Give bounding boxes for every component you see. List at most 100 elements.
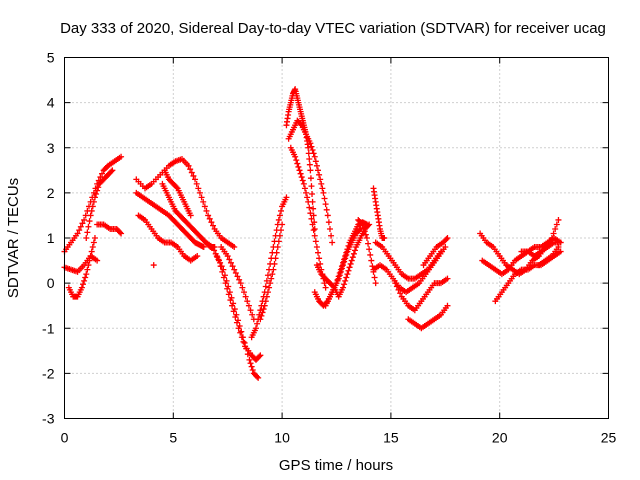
data-point-track-3 [90,239,97,246]
data-point-track-22 [357,225,364,232]
data-point-track-1 [76,227,83,234]
data-point-track-15 [276,212,283,219]
data-point-track-19 [303,189,310,196]
data-point-track-15 [252,325,259,332]
x-tick-label: 5 [169,430,177,446]
data-point-track-30 [552,225,559,232]
data-point-track-5 [91,194,98,201]
data-point-track-18 [317,176,324,183]
data-point-track-8 [194,253,201,260]
data-point-track-5 [84,229,91,236]
data-point-track-14 [229,263,236,270]
data-point-track-3 [82,274,89,281]
data-point-track-16 [268,275,275,282]
data-point-track-7 [208,219,215,226]
y-tick-label: 1 [47,230,55,246]
data-point-track-19 [313,244,320,251]
data-point-track-27 [397,290,404,297]
data-point-track-15 [275,216,282,223]
data-point-track-27 [395,286,402,293]
data-point-track-21 [365,222,372,229]
data-point-track-19 [317,260,324,267]
data-point-track-17 [311,225,318,232]
data-point-track-14 [236,276,243,283]
data-point-track-14 [241,289,248,296]
plot-frame [64,57,609,419]
data-point-track-16 [274,244,281,251]
data-point-track-19 [299,177,306,184]
data-point-track-13 [221,272,228,279]
data-point-track-18 [307,140,314,147]
data-point-track-33 [557,239,564,246]
data-point-track-12 [257,352,264,359]
data-point-track-15 [254,320,261,327]
y-tick-label: 5 [47,50,55,66]
data-point-track-14 [224,253,231,260]
data-point-track-21 [351,247,358,254]
data-point-track-27 [393,283,400,290]
data-point-track-22 [338,265,345,272]
data-point-track-19 [321,280,328,287]
x-axis-label: GPS time / hours [279,457,393,474]
data-point-track-13 [225,283,232,290]
data-point-track-13 [236,322,243,329]
data-point-track-7 [206,215,213,222]
data-point-track-19 [293,157,300,164]
data-point-track-3 [83,271,90,278]
data-points [61,86,564,381]
data-point-track-14 [237,280,244,287]
data-point-track-13 [248,363,255,370]
data-point-track-3 [79,281,86,288]
data-point-track-5 [93,191,100,198]
data-point-track-13 [241,339,248,346]
data-point-track-23 [366,246,373,253]
data-point-track-3 [87,253,94,260]
data-point-track-14 [249,311,256,318]
data-point-track-5 [94,187,101,194]
data-point-track-23 [359,221,366,228]
data-point-track-7 [200,198,207,205]
data-point-track-5 [109,167,116,174]
data-point-track-21 [343,274,350,281]
data-point-track-13 [230,300,237,307]
data-point-track-14 [232,269,239,276]
data-point-track-18 [312,158,319,165]
data-point-track-19 [300,180,307,187]
data-point-track-7 [188,169,195,176]
data-point-track-5 [108,168,115,175]
data-point-track-3 [89,244,96,251]
data-point-track-21 [345,267,352,274]
data-point-track-13 [228,294,235,301]
data-point-track-10 [173,184,180,191]
data-point-track-25 [442,244,449,251]
data-point-track-19 [297,170,304,177]
data-point-track-18 [323,206,330,213]
data-point-track-18 [313,162,320,169]
data-point-track-7 [193,180,200,187]
data-point-track-21 [347,260,354,267]
data-point-track-21 [341,281,348,288]
data-point-track-17 [305,144,312,151]
data-point-track-7 [195,185,202,192]
data-point-track-21 [350,250,357,257]
data-point-track-14 [239,284,246,291]
data-point-track-15 [263,277,270,284]
data-point-track-19 [296,167,303,174]
data-point-track-19 [298,174,305,181]
data-point-track-17 [306,156,313,163]
data-point-track-23 [363,235,370,241]
data-point-track-16 [276,232,283,239]
data-point-track-19 [292,153,299,160]
data-point-track-27 [444,275,451,282]
data-point-track-18 [318,180,325,187]
data-point-track-18 [326,225,333,232]
data-point-track-13 [243,345,250,352]
data-point-track-16 [279,221,286,228]
data-point-track-12 [237,329,244,336]
data-point-track-22 [342,255,349,262]
data-point-track-19 [311,232,318,239]
data-point-track-18 [329,239,336,246]
data-point-track-13 [213,253,220,260]
data-point-track-22 [356,227,363,234]
